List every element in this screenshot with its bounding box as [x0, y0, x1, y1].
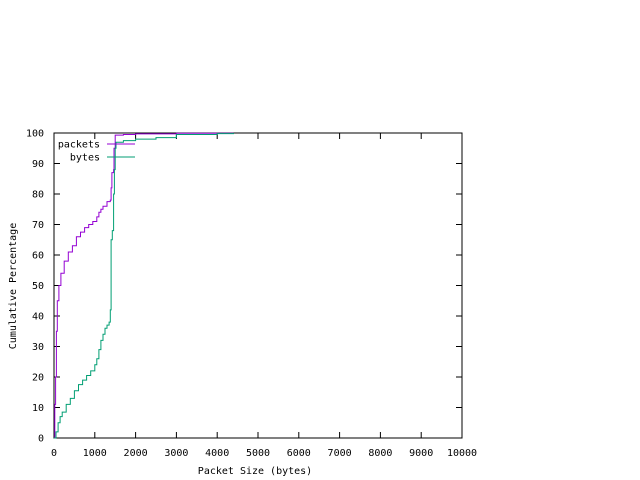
- y-axis: 0 10 20 30 40 50 60 70 80 90 100: [26, 129, 462, 445]
- x-tick-label: 8000: [368, 448, 392, 459]
- x-tick-label: 1000: [83, 448, 107, 459]
- legend-label-packets: packets: [58, 140, 100, 151]
- x-tick-label: 0: [51, 448, 57, 459]
- x-tick-label: 2000: [124, 448, 148, 459]
- y-tick-label: 100: [26, 129, 44, 140]
- series-line-packets: [54, 132, 234, 439]
- y-tick-label: 20: [32, 373, 44, 384]
- y-axis-label: Cumulative Percentage: [8, 223, 19, 349]
- x-axis: 0 1000 2000 3000 4000 5000 6000 7000 8000 9000 100…: [51, 133, 477, 459]
- y-tick-label: 40: [32, 312, 44, 323]
- x-tick-label: 3000: [164, 448, 188, 459]
- x-tick-label: 6000: [287, 448, 311, 459]
- y-tick-label: 0: [38, 434, 44, 445]
- legend: packets bytes: [58, 140, 135, 164]
- legend-label-bytes: bytes: [70, 153, 100, 164]
- x-tick-label: 7000: [328, 448, 352, 459]
- y-tick-label: 60: [32, 251, 44, 262]
- y-tick-label: 80: [32, 190, 44, 201]
- x-tick-label: 10000: [447, 448, 477, 459]
- x-tick-label: 9000: [409, 448, 433, 459]
- y-tick-label: 50: [32, 281, 44, 292]
- x-axis-label: Packet Size (bytes): [198, 466, 312, 477]
- series-lines: [54, 132, 234, 439]
- plot-frame: [53, 132, 463, 439]
- y-tick-label: 70: [32, 220, 44, 231]
- series-line-bytes: [54, 133, 234, 439]
- y-tick-label: 10: [32, 403, 44, 414]
- x-tick-label: 4000: [205, 448, 229, 459]
- x-tick-label: 5000: [246, 448, 270, 459]
- y-tick-label: 30: [32, 342, 44, 353]
- y-tick-label: 90: [32, 159, 44, 170]
